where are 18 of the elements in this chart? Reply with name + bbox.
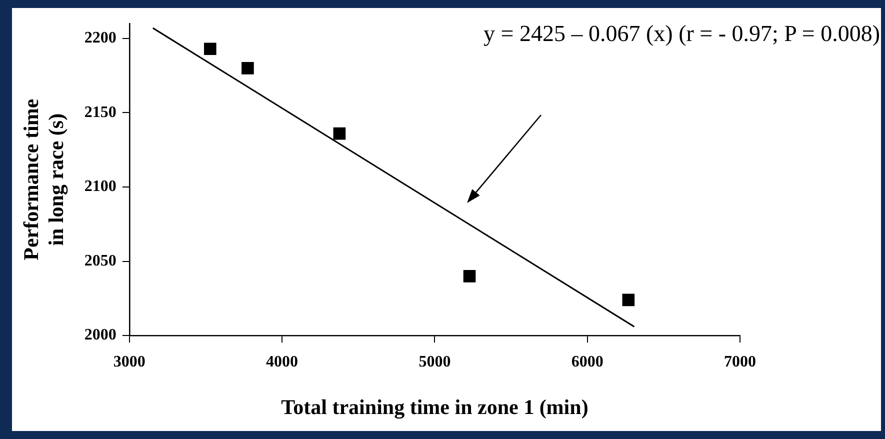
point [242,62,254,74]
y-tick-label: 2200 [84,30,116,47]
point [204,42,216,56]
y-tick-label: 2150 [84,104,116,121]
point [622,294,635,306]
x-tick-label: 3000 [113,353,146,370]
point [333,127,346,140]
annotation: y = 2425 – 0.067 (x) (r = - 0.97; P = 0.008) [484,21,880,47]
point [463,270,476,282]
y-tick-label: 2100 [84,178,116,196]
x-tick-label: 5000 [418,353,451,370]
x-axis-title: Total training time in zone 1 (min) [281,394,588,419]
y-axis-title: Performance time in long race (s) [19,98,68,260]
x-tick-label: 7000 [724,353,756,370]
x-tick-label: 6000 [571,353,604,370]
x-tick-label: 4000 [266,353,298,370]
y-tick-label: 2050 [84,252,116,270]
y-tick-label: 2000 [84,326,116,344]
